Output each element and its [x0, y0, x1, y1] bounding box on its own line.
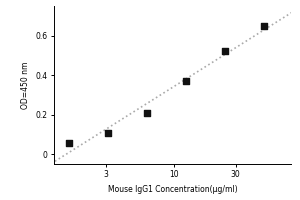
Point — [106, 131, 110, 134]
Point — [67, 141, 71, 144]
Point — [145, 111, 149, 114]
Y-axis label: OD=450 nm: OD=450 nm — [21, 61, 30, 109]
X-axis label: Mouse IgG1 Concentration(μg/ml): Mouse IgG1 Concentration(μg/ml) — [108, 185, 237, 194]
Point — [262, 24, 267, 27]
Point — [223, 50, 228, 53]
Point — [184, 79, 189, 83]
